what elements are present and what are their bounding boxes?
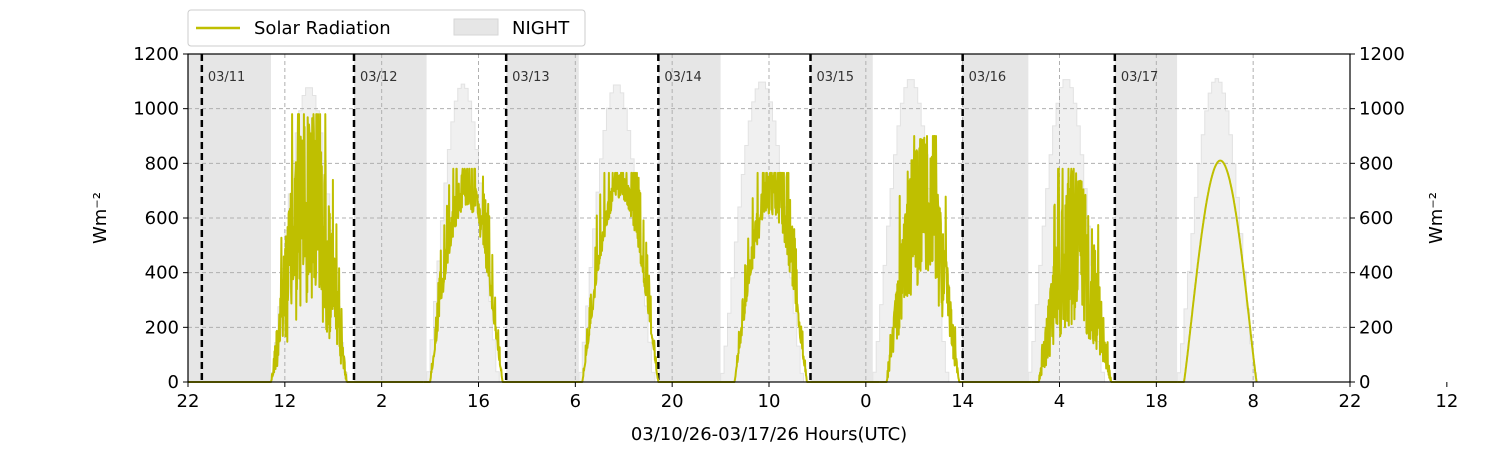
day-label-6: 03/16 xyxy=(969,70,1006,85)
legend-patch-swatch xyxy=(453,18,499,36)
solar-radiation-day-5 xyxy=(879,135,1032,383)
x-tick-label-0: 22 xyxy=(177,391,200,412)
day-label-1: 03/11 xyxy=(208,70,245,85)
legend: Solar Radiation NIGHT xyxy=(187,9,586,47)
y-tick-label-left-800: 800 xyxy=(145,153,179,174)
x-tick-label-2: 2 xyxy=(376,391,387,412)
x-axis-label: 03/10/26-03/17/26 Hours(UTC) xyxy=(631,424,907,445)
y-tick-label-left-400: 400 xyxy=(145,263,179,284)
day-label-4: 03/14 xyxy=(664,70,701,85)
x-tick-label-4: 6 xyxy=(570,391,581,412)
legend-label-solar: Solar Radiation xyxy=(254,18,391,39)
day-label-7: 03/17 xyxy=(1121,70,1158,85)
day-label-5: 03/15 xyxy=(817,70,854,85)
solar-radiation-day-1 xyxy=(188,113,424,383)
y-tick-label-right-1200: 1200 xyxy=(1359,44,1405,65)
x-tick-label-1: 12 xyxy=(273,391,296,412)
y-tick-label-right-0: 0 xyxy=(1359,372,1370,393)
x-tick-label-10: 18 xyxy=(1145,391,1168,412)
x-tick-label-5: 20 xyxy=(661,391,684,412)
y-tick-label-left-1000: 1000 xyxy=(133,99,179,120)
y-tick-label-left-0: 0 xyxy=(168,372,179,393)
day-label-3: 03/13 xyxy=(512,70,549,85)
x-tick-label-12: 22 xyxy=(1339,391,1362,412)
solar-radiation-series xyxy=(188,113,1258,383)
x-tick-label-11: 8 xyxy=(1247,391,1258,412)
y-tick-label-left-200: 200 xyxy=(145,317,179,338)
y-tick-label-right-800: 800 xyxy=(1359,153,1393,174)
clear-sky-day-7 xyxy=(1176,78,1258,383)
x-tick-label-9: 4 xyxy=(1054,391,1065,412)
x-tick-label-13: 12 xyxy=(1435,391,1458,412)
y-tick-label-right-600: 600 xyxy=(1359,208,1393,229)
x-tick-label-7: 0 xyxy=(860,391,871,412)
night-band-1 xyxy=(188,54,271,382)
solar-radiation-day-3 xyxy=(575,171,728,383)
y-tick-label-right-200: 200 xyxy=(1359,317,1393,338)
solar-radiation-day-6 xyxy=(1031,167,1178,383)
solar-radiation-day-4 xyxy=(727,171,880,383)
solar-radiation-day-2 xyxy=(423,167,576,383)
day-label-2: 03/12 xyxy=(360,70,397,85)
clear-sky-day-2 xyxy=(426,83,500,383)
legend-label-night: NIGHT xyxy=(512,18,570,39)
day-markers: 03/11 03/12 03/13 03/14 03/15 03/16 03/17 xyxy=(200,54,1158,382)
night-band-7 xyxy=(1114,54,1178,382)
solar-radiation-day-7 xyxy=(1177,159,1258,383)
night-band-4 xyxy=(658,54,721,382)
y-axis-label-right: Wm⁻² xyxy=(1426,192,1447,244)
x-tick-label-6: 10 xyxy=(758,391,781,412)
y-tick-label-left-1200: 1200 xyxy=(133,44,179,65)
y-tick-label-left-600: 600 xyxy=(145,208,179,229)
y-tick-label-right-400: 400 xyxy=(1359,263,1393,284)
x-tick-label-8: 14 xyxy=(951,391,974,412)
x-tick-label-3: 16 xyxy=(467,391,490,412)
y-axis-label-left: Wm⁻² xyxy=(90,192,111,244)
y-tick-label-right-1000: 1000 xyxy=(1359,99,1405,120)
